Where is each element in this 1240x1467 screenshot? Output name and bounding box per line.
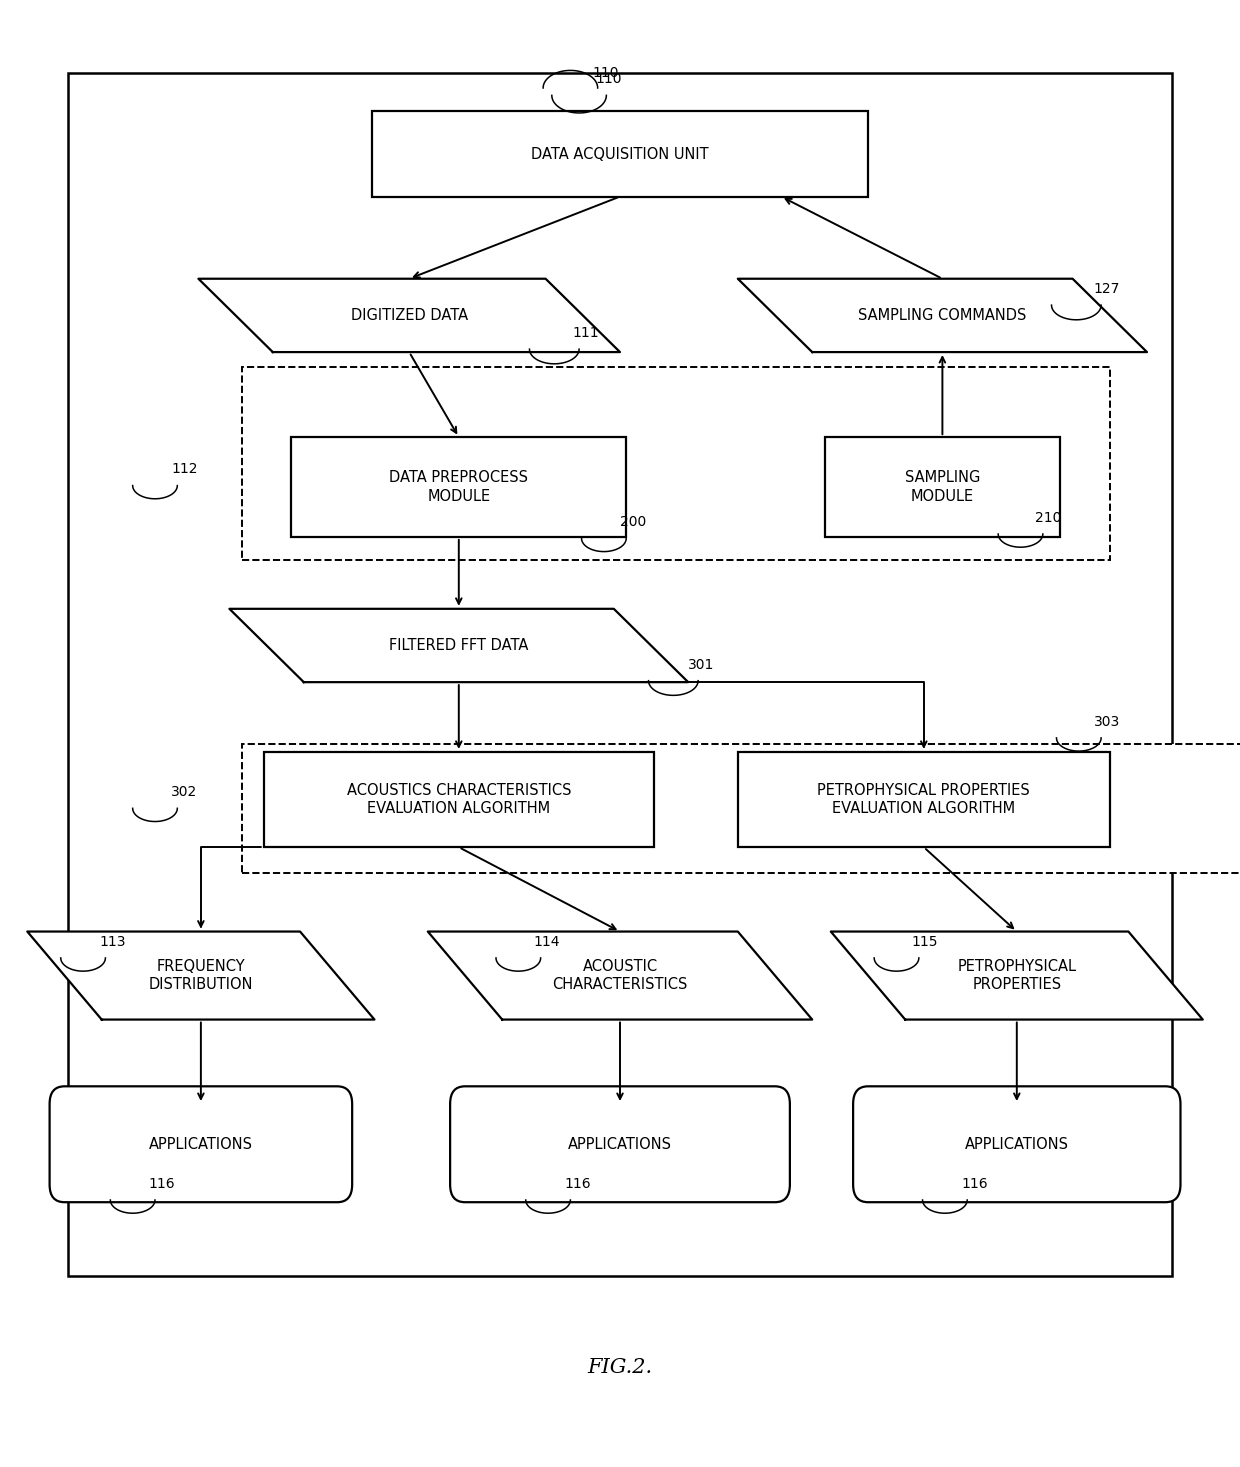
Text: 116: 116 (564, 1177, 590, 1191)
Text: PETROPHYSICAL
PROPERTIES: PETROPHYSICAL PROPERTIES (957, 959, 1076, 992)
Text: FREQUENCY
DISTRIBUTION: FREQUENCY DISTRIBUTION (149, 959, 253, 992)
Polygon shape (831, 932, 1203, 1020)
Text: 116: 116 (961, 1177, 987, 1191)
Text: 127: 127 (1094, 282, 1120, 296)
FancyBboxPatch shape (291, 437, 626, 537)
Text: DATA ACQUISITION UNIT: DATA ACQUISITION UNIT (531, 147, 709, 161)
FancyBboxPatch shape (242, 367, 1110, 560)
Text: DIGITIZED DATA: DIGITIZED DATA (351, 308, 467, 323)
FancyBboxPatch shape (372, 111, 868, 197)
Text: 200: 200 (620, 515, 646, 530)
FancyBboxPatch shape (263, 751, 655, 846)
Polygon shape (198, 279, 620, 352)
Polygon shape (229, 609, 688, 682)
Text: 115: 115 (911, 934, 937, 949)
Text: 110: 110 (595, 72, 621, 87)
Text: SAMPLING COMMANDS: SAMPLING COMMANDS (858, 308, 1027, 323)
Text: FILTERED FFT DATA: FILTERED FFT DATA (389, 638, 528, 653)
Text: 210: 210 (1035, 511, 1061, 525)
Text: DATA PREPROCESS
MODULE: DATA PREPROCESS MODULE (389, 471, 528, 503)
FancyBboxPatch shape (68, 73, 1172, 1276)
FancyBboxPatch shape (853, 1086, 1180, 1203)
Text: APPLICATIONS: APPLICATIONS (149, 1137, 253, 1152)
Text: 303: 303 (1094, 714, 1120, 729)
Text: APPLICATIONS: APPLICATIONS (965, 1137, 1069, 1152)
Text: SAMPLING
MODULE: SAMPLING MODULE (905, 471, 980, 503)
Text: 301: 301 (688, 657, 714, 672)
Text: PETROPHYSICAL PROPERTIES
EVALUATION ALGORITHM: PETROPHYSICAL PROPERTIES EVALUATION ALGO… (817, 783, 1030, 816)
Text: 113: 113 (99, 934, 125, 949)
Text: FIG.2.: FIG.2. (588, 1358, 652, 1376)
Polygon shape (27, 932, 374, 1020)
FancyBboxPatch shape (450, 1086, 790, 1203)
Text: ACOUSTICS CHARACTERISTICS
EVALUATION ALGORITHM: ACOUSTICS CHARACTERISTICS EVALUATION ALG… (346, 783, 572, 816)
FancyBboxPatch shape (50, 1086, 352, 1203)
Text: 114: 114 (533, 934, 559, 949)
Text: 112: 112 (171, 462, 197, 477)
FancyBboxPatch shape (242, 744, 1240, 873)
FancyBboxPatch shape (825, 437, 1060, 537)
Text: APPLICATIONS: APPLICATIONS (568, 1137, 672, 1152)
Text: 110: 110 (593, 66, 619, 81)
Text: ACOUSTIC
CHARACTERISTICS: ACOUSTIC CHARACTERISTICS (552, 959, 688, 992)
Text: 111: 111 (573, 326, 599, 340)
Text: 116: 116 (149, 1177, 175, 1191)
Polygon shape (738, 279, 1147, 352)
Polygon shape (428, 932, 812, 1020)
FancyBboxPatch shape (738, 751, 1110, 846)
Text: 302: 302 (171, 785, 197, 800)
